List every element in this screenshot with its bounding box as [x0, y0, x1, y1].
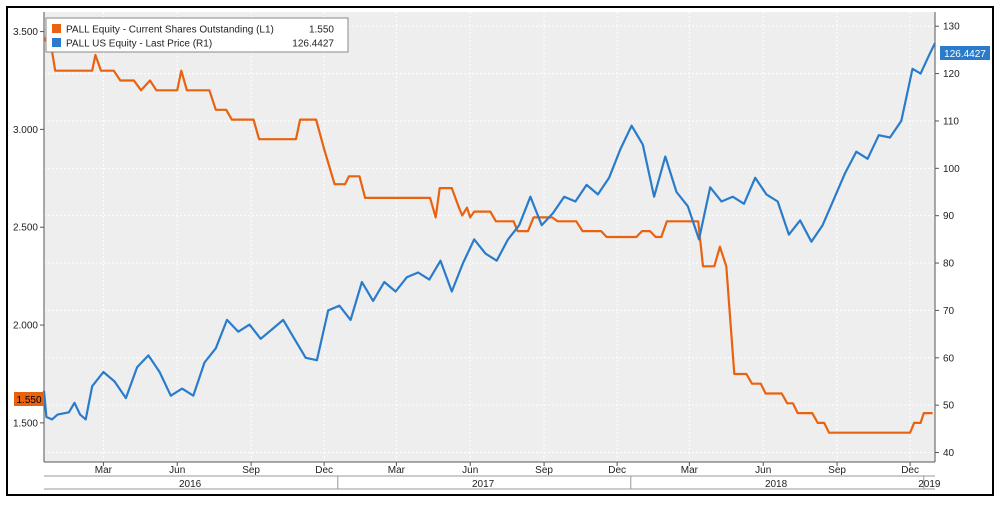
x-axis-year-label: 2017	[472, 479, 495, 490]
x-axis-tick-label: Dec	[608, 465, 626, 476]
x-axis-tick-label: Sep	[535, 465, 553, 476]
left-value-badge: 1.550	[14, 392, 44, 406]
right-axis-tick-label: 100	[943, 164, 960, 175]
left-badge-text: 1.550	[16, 395, 41, 406]
right-axis-tick-label: 130	[943, 22, 960, 33]
legend-label-shares: PALL Equity - Current Shares Outstanding…	[66, 25, 274, 36]
series-line-shares-outstanding	[43, 36, 933, 434]
right-axis-tick-label: 110	[943, 116, 959, 127]
left-axis-tick-label: 1.500	[13, 418, 38, 429]
left-axis-tick-label: 3.000	[13, 125, 38, 136]
axes: 3.500 3.000 2.500 2.000 1.500 130 120 110 100 90 8…	[13, 12, 960, 490]
x-axis-tick-label: Jun	[462, 465, 478, 476]
x-axis-tick-label: Jun	[755, 465, 771, 476]
right-axis-tick-label: 90	[943, 211, 955, 222]
right-badge-background	[940, 46, 990, 60]
right-axis-tick-label: 70	[943, 306, 955, 317]
right-value-badge: 126.4427	[940, 46, 990, 60]
left-axis-tick-label: 2.000	[13, 321, 38, 332]
legend-value-shares: 1.550	[309, 25, 334, 36]
x-axis-tick-label: Mar	[388, 465, 406, 476]
legend-label-price: PALL US Equity - Last Price (R1)	[66, 39, 212, 50]
right-axis-tick-label: 120	[943, 69, 960, 80]
x-axis-year-label: 2018	[765, 479, 788, 490]
left-axis-tick-label: 2.500	[13, 223, 38, 234]
x-axis-tick-label: Jun	[169, 465, 185, 476]
legend-swatch-orange	[52, 24, 61, 33]
series-line-last-price	[42, 42, 936, 421]
left-badge-background	[14, 392, 44, 406]
right-axis-tick-label: 50	[943, 401, 955, 412]
right-axis-tick-label: 60	[943, 353, 955, 364]
x-axis-tick-label: Dec	[901, 465, 919, 476]
series-lines	[42, 36, 936, 434]
x-axis-tick-label: Mar	[95, 465, 113, 476]
left-axis-tick-label: 3.500	[13, 27, 38, 38]
legend-value-price: 126.4427	[292, 39, 334, 50]
right-axis-tick-label: 80	[943, 259, 955, 270]
x-axis-tick-label: Dec	[315, 465, 333, 476]
legend: PALL Equity - Current Shares Outstanding…	[45, 17, 349, 53]
legend-swatch-blue	[52, 38, 61, 47]
x-axis-tick-label: Sep	[242, 465, 260, 476]
x-axis-year-label: 2016	[179, 479, 202, 490]
plot-background	[44, 12, 935, 462]
x-axis-year-label: 2019	[918, 479, 941, 490]
x-axis-tick-label: Sep	[828, 465, 846, 476]
right-axis-tick-label: 40	[943, 448, 955, 459]
x-axis-tick-label: Mar	[681, 465, 699, 476]
legend-box	[45, 17, 349, 53]
right-badge-text: 126.4427	[944, 49, 986, 60]
